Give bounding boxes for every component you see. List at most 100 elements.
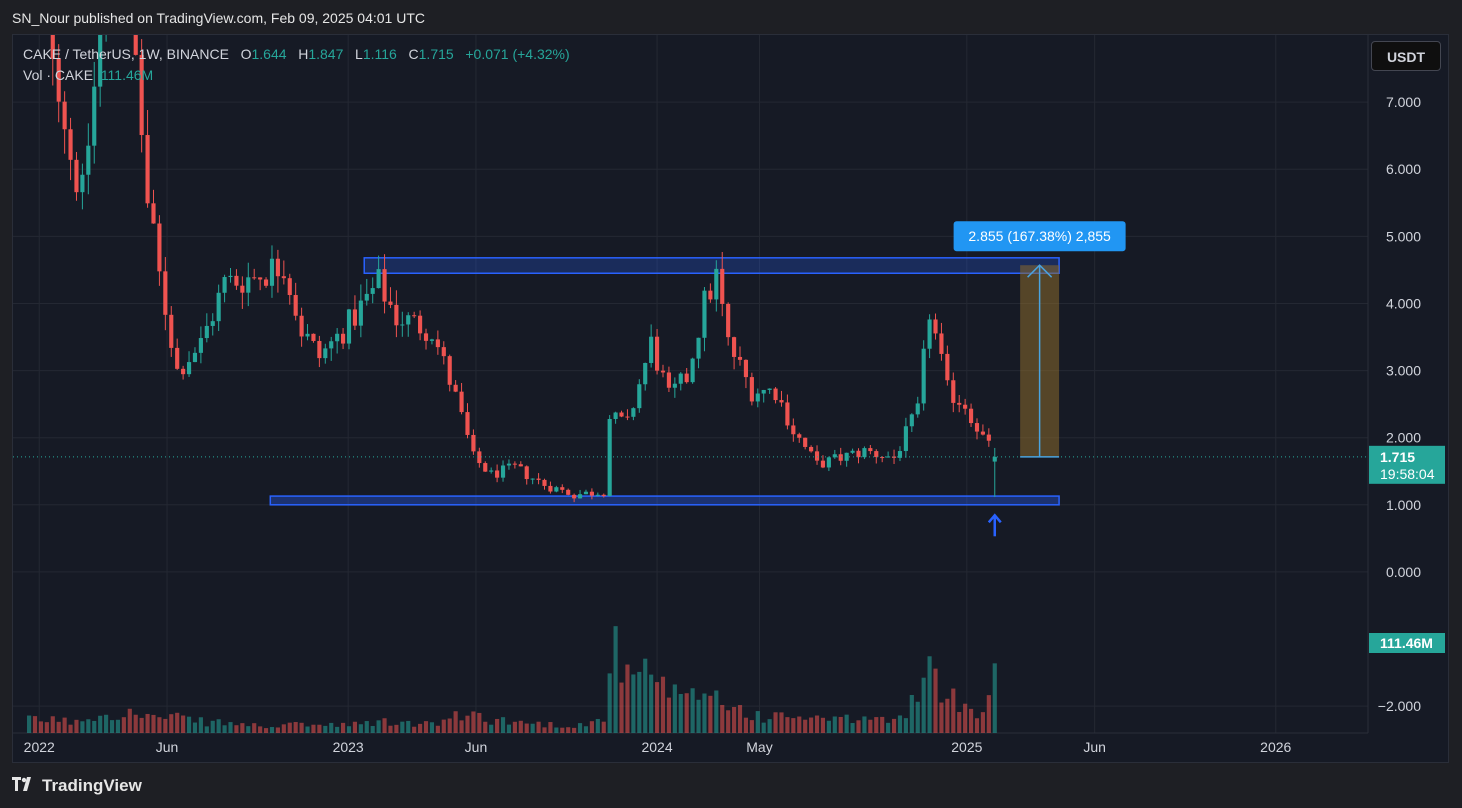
open-label: O bbox=[240, 46, 252, 62]
volume-bar bbox=[317, 724, 322, 733]
volume-bar bbox=[169, 714, 174, 733]
volume-bar bbox=[376, 720, 381, 733]
currency-button[interactable]: USDT bbox=[1371, 41, 1441, 71]
volume-bar bbox=[577, 723, 583, 733]
high-value: 1.847 bbox=[308, 46, 344, 62]
last-price-value: 1.715 bbox=[1380, 449, 1415, 465]
volume-bar bbox=[951, 688, 956, 733]
volume-bar bbox=[619, 682, 624, 733]
volume-bar bbox=[240, 723, 245, 733]
volume-bar bbox=[157, 717, 162, 733]
candle-body bbox=[400, 324, 405, 326]
candle-body bbox=[68, 129, 73, 160]
volume-bar bbox=[228, 722, 233, 733]
candle-body bbox=[779, 400, 784, 403]
candle-body bbox=[465, 412, 470, 435]
volume-bar bbox=[186, 716, 192, 733]
volume-bar bbox=[50, 716, 55, 733]
volume-bar bbox=[554, 727, 559, 733]
symbol-legend[interactable]: CAKE / TetherUS, 1W, BINANCE O1.644 H1.8… bbox=[23, 46, 570, 62]
candle-body bbox=[210, 321, 215, 326]
volume-bar bbox=[447, 718, 452, 733]
candle-body bbox=[761, 389, 766, 394]
volume-bar bbox=[702, 693, 707, 733]
volume-bar bbox=[364, 721, 369, 733]
volume-bar bbox=[809, 717, 814, 733]
volume-bar bbox=[684, 693, 689, 733]
volume-bar bbox=[986, 695, 991, 733]
last-price-tag bbox=[1369, 445, 1445, 484]
y-tick-label: 2.000 bbox=[1386, 430, 1421, 446]
volume-bar bbox=[643, 658, 648, 733]
volume-bar bbox=[903, 718, 908, 733]
candle-body bbox=[98, 35, 103, 87]
volume-bar bbox=[897, 715, 903, 733]
candle-body bbox=[151, 203, 156, 224]
volume-bar bbox=[352, 721, 357, 733]
volume-bar bbox=[542, 727, 547, 733]
change-value: +0.071 (+4.32%) bbox=[465, 46, 570, 62]
candle-body bbox=[577, 494, 583, 499]
candle-body bbox=[814, 451, 820, 461]
candle-body bbox=[980, 431, 985, 435]
volume-bar bbox=[418, 723, 423, 733]
volume-bar bbox=[477, 712, 482, 733]
volume-bar bbox=[755, 711, 760, 733]
volume-bar bbox=[133, 714, 138, 733]
candle-body bbox=[868, 448, 873, 452]
chart-frame[interactable]: −2.000 0.000 1.000 2.000 3.000 4.000 5.000 6.00… bbox=[12, 34, 1449, 763]
price-chart[interactable]: −2.000 0.000 1.000 2.000 3.000 4.000 5.000 6.00… bbox=[13, 35, 1448, 762]
volume-bar bbox=[974, 718, 980, 733]
candle-body bbox=[737, 356, 743, 360]
candle-body bbox=[139, 54, 144, 136]
candle-body bbox=[601, 494, 606, 497]
volume-bar bbox=[856, 720, 861, 733]
candle-body bbox=[269, 258, 275, 286]
volume-bar bbox=[441, 719, 446, 733]
candle-body bbox=[785, 402, 790, 426]
volume-bar bbox=[797, 716, 802, 733]
volume-bar bbox=[489, 724, 494, 733]
footer-brand[interactable]: TradingView bbox=[12, 776, 142, 796]
candle-body bbox=[441, 347, 446, 357]
candle-body bbox=[886, 456, 891, 458]
low-value: 1.116 bbox=[362, 46, 397, 62]
candle-body bbox=[909, 414, 914, 427]
volume-bar bbox=[246, 726, 251, 733]
candle-body bbox=[222, 277, 227, 293]
volume-bar bbox=[785, 717, 790, 733]
tradingview-logo-icon bbox=[12, 776, 36, 796]
volume-bar bbox=[210, 720, 215, 733]
candle-body bbox=[684, 373, 689, 383]
volume-bar bbox=[654, 682, 660, 733]
candle-body bbox=[844, 452, 849, 461]
volume-bar bbox=[968, 708, 974, 733]
volume-bar bbox=[293, 722, 298, 733]
candle-body bbox=[595, 494, 600, 496]
volume-legend[interactable]: Vol · CAKE 111.46M bbox=[23, 67, 153, 83]
volume-bar bbox=[714, 690, 719, 733]
candle-body bbox=[317, 340, 322, 359]
volume-bar bbox=[720, 704, 725, 733]
volume-bar bbox=[222, 725, 227, 733]
y-tick-label: 0.000 bbox=[1386, 564, 1421, 580]
volume-bar bbox=[560, 727, 565, 733]
candle-body bbox=[743, 359, 749, 378]
volume-bar bbox=[886, 722, 891, 733]
symbol-name: CAKE / TetherUS, 1W, BINANCE bbox=[23, 46, 229, 62]
candle-body bbox=[637, 384, 642, 409]
volume-bar bbox=[216, 719, 221, 733]
candle-body bbox=[512, 463, 517, 465]
candle-body bbox=[263, 279, 269, 286]
candle-body bbox=[423, 333, 429, 341]
projection-label: 2.855 (167.38%) 2,855 bbox=[968, 228, 1111, 244]
volume-bar bbox=[548, 722, 553, 733]
publisher-line: SN_Nour published on TradingView.com, Fe… bbox=[12, 10, 425, 26]
candle-body bbox=[346, 309, 352, 344]
volume-bar bbox=[32, 716, 38, 733]
volume-bar bbox=[625, 664, 630, 733]
candle-body bbox=[323, 348, 328, 359]
y-tick-label: 4.000 bbox=[1386, 295, 1421, 311]
candle-body bbox=[726, 303, 731, 338]
open-value: 1.644 bbox=[251, 46, 287, 62]
